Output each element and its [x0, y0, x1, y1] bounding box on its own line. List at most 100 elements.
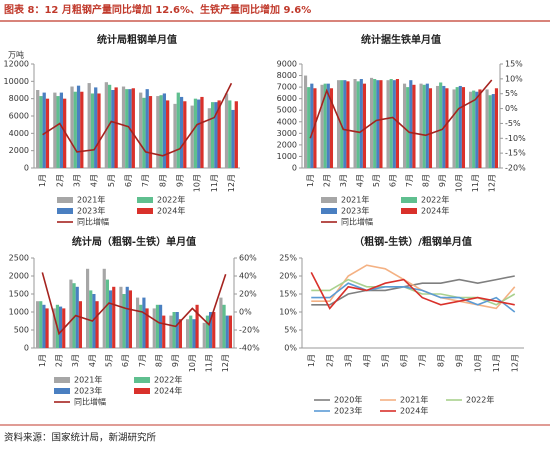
- legend-label: 同比增幅: [77, 217, 109, 227]
- bar: [362, 83, 367, 168]
- chart-title: 统计局粗钢单月值: [97, 33, 177, 46]
- line: [310, 272, 515, 310]
- bar: [142, 97, 146, 168]
- bar: [122, 294, 126, 348]
- line: [42, 82, 233, 157]
- legend-swatch: [134, 388, 150, 394]
- bar: [131, 88, 135, 168]
- x-tick-label: 5月: [381, 354, 390, 367]
- y-tick-label: 10000: [4, 77, 29, 86]
- bar: [488, 95, 492, 168]
- y-axis-label: 万吨: [8, 50, 24, 60]
- bar: [78, 301, 82, 348]
- bar: [86, 268, 90, 348]
- bar: [428, 88, 433, 168]
- legend-label: 同比增幅: [341, 217, 373, 227]
- bar: [228, 315, 232, 348]
- bar: [209, 312, 213, 348]
- x-tick-label: 8月: [436, 354, 445, 367]
- legend-label: 2021年: [77, 195, 105, 205]
- legend-swatch: [137, 208, 153, 214]
- chart-title: （粗钢-生铁）/粗钢单月值: [354, 235, 472, 248]
- bar: [326, 83, 330, 168]
- bar: [491, 94, 495, 168]
- x-tick-label: 4月: [90, 174, 99, 187]
- x-tick-label: 10月: [193, 174, 202, 192]
- x-tick-label: 9月: [438, 174, 447, 187]
- bar: [159, 304, 163, 348]
- x-tick-label: 6月: [121, 354, 130, 367]
- bar: [412, 84, 416, 168]
- legend-label: 2022年: [466, 395, 494, 405]
- bar: [156, 96, 160, 168]
- bar: [445, 88, 449, 168]
- x-tick-label: 2月: [322, 174, 331, 187]
- bar: [166, 100, 170, 168]
- bar: [59, 306, 63, 348]
- legend-label: 2023年: [341, 206, 369, 216]
- bar: [95, 301, 99, 348]
- bar: [125, 286, 129, 348]
- bar: [207, 108, 211, 168]
- y2-tick-label: -20%: [239, 326, 260, 335]
- bar: [200, 96, 204, 168]
- bar: [219, 297, 223, 348]
- x-tick-label: 6月: [399, 354, 408, 367]
- bar: [195, 304, 199, 348]
- bar: [313, 88, 317, 168]
- bar: [52, 308, 56, 348]
- bar: [478, 89, 482, 168]
- legend-label: 2021年: [400, 395, 428, 405]
- bar: [310, 83, 314, 168]
- bar: [468, 91, 473, 168]
- bar: [189, 315, 193, 348]
- y-tick-label: 2000: [277, 140, 297, 149]
- y-tick-label: 2500: [9, 254, 29, 263]
- line: [311, 264, 516, 310]
- bar: [69, 279, 73, 348]
- bar: [435, 85, 440, 168]
- x-tick-label: 1月: [307, 354, 316, 367]
- x-tick-label: 3月: [339, 174, 348, 187]
- legend-swatch: [54, 388, 70, 394]
- bar: [36, 301, 40, 348]
- bar: [178, 319, 182, 348]
- y-tick-label: 0%: [284, 344, 297, 353]
- bar: [222, 304, 226, 348]
- y-tick-label: 500: [14, 326, 29, 335]
- bar: [192, 319, 196, 348]
- bar: [320, 84, 324, 168]
- legend-swatch: [137, 197, 153, 203]
- bar: [145, 308, 149, 348]
- bar: [72, 283, 76, 348]
- bar: [112, 286, 116, 348]
- legend-label: 2023年: [74, 386, 102, 396]
- bar: [439, 82, 443, 168]
- bar: [494, 88, 499, 168]
- bar: [373, 79, 377, 168]
- bar: [190, 105, 194, 168]
- bar: [455, 87, 459, 168]
- bar: [386, 80, 390, 168]
- bar: [42, 92, 46, 168]
- y-tick-label: 1000: [9, 308, 29, 317]
- bar: [97, 93, 101, 168]
- header-title: 图表 8：12 月粗钢产量同比增加 12.6%、生铁产量同比增加 9.6%: [4, 3, 311, 16]
- bar: [343, 80, 347, 168]
- bar: [75, 286, 79, 348]
- y2-tick-label: 10%: [505, 74, 523, 83]
- y-tick-label: 0: [292, 164, 297, 173]
- x-tick-label: 10月: [454, 174, 463, 192]
- y2-tick-label: -10%: [505, 134, 526, 143]
- legend-swatch: [134, 377, 150, 383]
- x-tick-label: 11月: [205, 354, 214, 372]
- bar: [142, 297, 146, 348]
- x-tick-label: 6月: [388, 174, 397, 187]
- x-tick-label: 8月: [158, 174, 167, 187]
- x-tick-label: 9月: [455, 354, 464, 367]
- y2-tick-label: -15%: [505, 149, 526, 158]
- bar: [121, 86, 126, 168]
- bar: [45, 308, 49, 348]
- bar: [136, 297, 140, 348]
